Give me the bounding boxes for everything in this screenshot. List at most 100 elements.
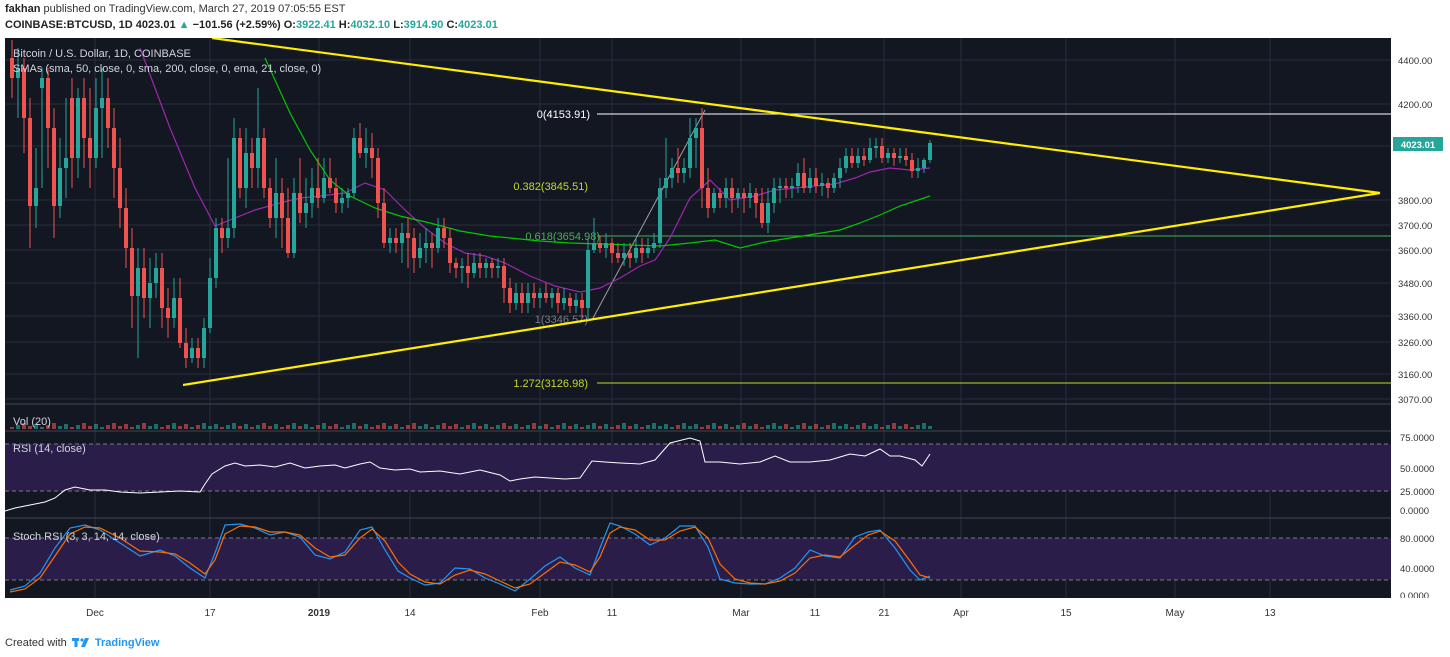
candle-body[interactable]	[244, 153, 248, 188]
candle-body[interactable]	[580, 300, 584, 308]
candle-body[interactable]	[100, 98, 104, 108]
candle-body[interactable]	[424, 243, 428, 248]
candle-body[interactable]	[118, 168, 122, 208]
candle-body[interactable]	[754, 193, 758, 203]
candle-body[interactable]	[94, 108, 98, 158]
candle-body[interactable]	[694, 128, 698, 138]
candle-body[interactable]	[334, 188, 338, 203]
candle-body[interactable]	[268, 188, 272, 218]
candle-body[interactable]	[922, 160, 926, 168]
candle-body[interactable]	[520, 293, 524, 303]
candle-body[interactable]	[700, 128, 704, 188]
candle-body[interactable]	[430, 243, 434, 248]
candle-body[interactable]	[346, 193, 350, 198]
candle-body[interactable]	[712, 193, 716, 208]
time-axis[interactable]: Dec 17 2019 14 Feb 11 Mar 11 21 Apr 15 May 13	[86, 608, 1276, 619]
candle-body[interactable]	[904, 156, 908, 160]
candle-body[interactable]	[706, 188, 710, 208]
candle-body[interactable]	[796, 173, 800, 186]
candle-body[interactable]	[472, 263, 476, 273]
candle-body[interactable]	[490, 263, 494, 268]
candle-body[interactable]	[670, 168, 674, 178]
candle-body[interactable]	[124, 208, 128, 248]
candle-body[interactable]	[154, 268, 158, 283]
candle-body[interactable]	[436, 228, 440, 248]
candle-body[interactable]	[868, 148, 872, 160]
candle-body[interactable]	[238, 138, 242, 188]
candle-body[interactable]	[322, 178, 326, 198]
candle-body[interactable]	[502, 266, 506, 288]
candle-body[interactable]	[526, 293, 530, 303]
candle-body[interactable]	[280, 193, 284, 218]
candle-body[interactable]	[64, 158, 68, 168]
candle-body[interactable]	[166, 308, 170, 318]
candle-body[interactable]	[10, 58, 14, 78]
candle-body[interactable]	[778, 186, 782, 188]
candle-body[interactable]	[28, 118, 32, 206]
candle-body[interactable]	[370, 148, 374, 158]
candle-body[interactable]	[568, 298, 572, 306]
candle-body[interactable]	[310, 188, 314, 203]
candle-body[interactable]	[658, 188, 662, 243]
candle-body[interactable]	[736, 193, 740, 198]
candle-body[interactable]	[448, 238, 452, 263]
candle-body[interactable]	[550, 293, 554, 298]
candle-body[interactable]	[532, 293, 536, 298]
candle-body[interactable]	[562, 298, 566, 303]
candle-body[interactable]	[856, 156, 860, 163]
candle-body[interactable]	[316, 188, 320, 198]
candle-body[interactable]	[406, 233, 410, 238]
candle-body[interactable]	[112, 128, 116, 168]
candle-body[interactable]	[358, 138, 362, 153]
candle-body[interactable]	[496, 266, 500, 268]
author-name[interactable]: fakhan	[5, 3, 41, 15]
candle-body[interactable]	[256, 138, 260, 168]
candle-body[interactable]	[106, 98, 110, 128]
candle-body[interactable]	[640, 248, 644, 253]
candle-body[interactable]	[328, 178, 332, 188]
candle-body[interactable]	[784, 186, 788, 188]
candle-body[interactable]	[208, 278, 212, 328]
candle-body[interactable]	[586, 250, 590, 308]
candle-body[interactable]	[724, 188, 728, 198]
candle-body[interactable]	[88, 138, 92, 158]
candle-body[interactable]	[892, 153, 896, 158]
candle-body[interactable]	[304, 203, 308, 213]
candle-body[interactable]	[826, 183, 830, 188]
candle-body[interactable]	[508, 288, 512, 303]
price-chart[interactable]: 0(4153.91)0.382(3845.51)0.618(3654.98)1(…	[0, 38, 1450, 632]
candle-body[interactable]	[832, 178, 836, 188]
candle-body[interactable]	[382, 203, 386, 243]
candle-body[interactable]	[418, 248, 422, 258]
stoch-d-line[interactable]	[9, 525, 931, 593]
candle-body[interactable]	[622, 253, 626, 258]
candle-body[interactable]	[376, 158, 380, 203]
candle-body[interactable]	[214, 228, 218, 278]
candle-body[interactable]	[142, 268, 146, 298]
candle-body[interactable]	[538, 293, 542, 298]
candle-body[interactable]	[514, 293, 518, 303]
candle-body[interactable]	[916, 168, 920, 171]
candle-body[interactable]	[250, 153, 254, 168]
candle-body[interactable]	[688, 138, 692, 168]
candle-body[interactable]	[232, 138, 236, 228]
candle-body[interactable]	[718, 193, 722, 198]
candle-body[interactable]	[460, 266, 464, 268]
candle-body[interactable]	[682, 168, 686, 173]
candle-body[interactable]	[442, 228, 446, 238]
candle-body[interactable]	[592, 243, 596, 250]
candle-body[interactable]	[22, 68, 26, 118]
candle-body[interactable]	[862, 156, 866, 160]
candle-body[interactable]	[850, 156, 854, 163]
candle-body[interactable]	[652, 243, 656, 248]
candle-body[interactable]	[604, 243, 608, 248]
candle-body[interactable]	[76, 98, 80, 158]
candle-body[interactable]	[190, 348, 194, 358]
tradingview-brand[interactable]: TradingView	[94, 637, 160, 649]
candle-body[interactable]	[478, 263, 482, 268]
candle-body[interactable]	[886, 153, 890, 158]
candle-body[interactable]	[34, 188, 38, 206]
candle-body[interactable]	[646, 248, 650, 253]
candle-body[interactable]	[874, 146, 878, 148]
candle-body[interactable]	[628, 253, 632, 258]
